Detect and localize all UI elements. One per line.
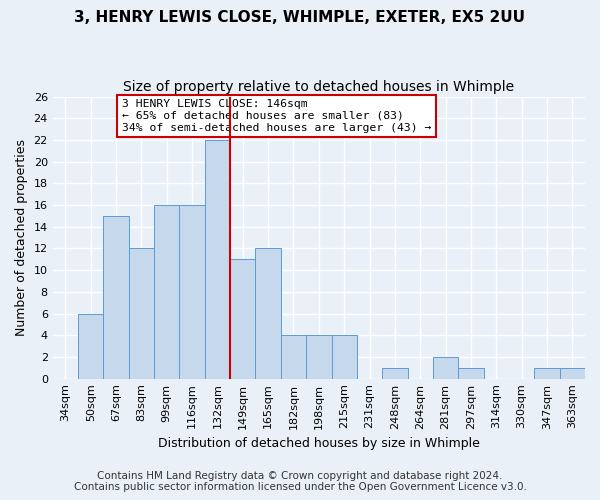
- Bar: [154, 205, 179, 378]
- Bar: [179, 205, 205, 378]
- Bar: [560, 368, 585, 378]
- Bar: [306, 336, 332, 378]
- Bar: [205, 140, 230, 378]
- Bar: [78, 314, 103, 378]
- X-axis label: Distribution of detached houses by size in Whimple: Distribution of detached houses by size …: [158, 437, 480, 450]
- Bar: [382, 368, 407, 378]
- Bar: [281, 336, 306, 378]
- Bar: [129, 248, 154, 378]
- Text: 3, HENRY LEWIS CLOSE, WHIMPLE, EXETER, EX5 2UU: 3, HENRY LEWIS CLOSE, WHIMPLE, EXETER, E…: [74, 10, 526, 25]
- Bar: [230, 260, 256, 378]
- Bar: [458, 368, 484, 378]
- Y-axis label: Number of detached properties: Number of detached properties: [15, 139, 28, 336]
- Title: Size of property relative to detached houses in Whimple: Size of property relative to detached ho…: [123, 80, 514, 94]
- Bar: [103, 216, 129, 378]
- Bar: [535, 368, 560, 378]
- Bar: [256, 248, 281, 378]
- Text: Contains HM Land Registry data © Crown copyright and database right 2024.
Contai: Contains HM Land Registry data © Crown c…: [74, 471, 526, 492]
- Bar: [433, 357, 458, 378]
- Bar: [332, 336, 357, 378]
- Text: 3 HENRY LEWIS CLOSE: 146sqm
← 65% of detached houses are smaller (83)
34% of sem: 3 HENRY LEWIS CLOSE: 146sqm ← 65% of det…: [122, 100, 431, 132]
